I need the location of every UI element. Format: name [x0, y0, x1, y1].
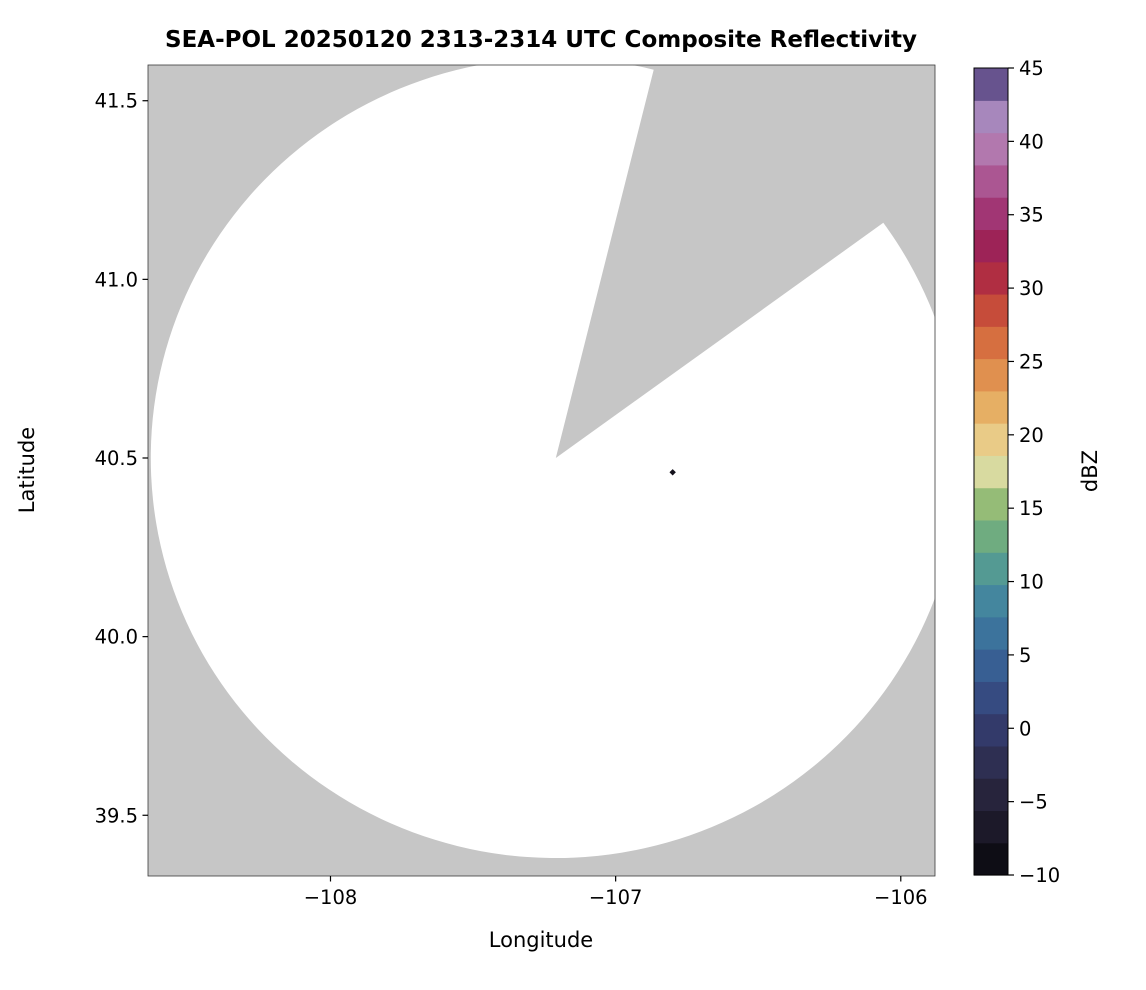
colorbar-band — [974, 810, 1008, 844]
x-axis-label: Longitude — [489, 928, 593, 952]
y-tick-label: 40.0 — [95, 626, 138, 649]
colorbar-band — [974, 842, 1008, 876]
radar-scan-region — [150, 65, 935, 858]
y-tick-label: 41.5 — [95, 90, 138, 113]
colorbar-band — [974, 455, 1008, 489]
colorbar-band — [974, 616, 1008, 650]
axes-spine — [147, 64, 936, 877]
colorbar-tick-label: 45 — [1019, 57, 1044, 80]
colorbar-band — [974, 326, 1008, 360]
colorbar-band — [974, 293, 1008, 327]
colorbar-band — [974, 778, 1008, 812]
x-tick-label: −107 — [589, 886, 643, 909]
y-tick-label: 39.5 — [95, 804, 138, 827]
colorbar-tick-label: 35 — [1019, 204, 1044, 227]
colorbar-band — [974, 423, 1008, 456]
colorbar-tick-label: −5 — [1019, 791, 1048, 814]
x-tick-label: −106 — [874, 886, 928, 909]
colorbar-tick-label: 30 — [1019, 277, 1044, 300]
y-tick-label: 41.0 — [95, 268, 138, 291]
colorbar-band — [974, 584, 1008, 618]
y-tick-label: 40.5 — [95, 447, 138, 470]
axes: −108 −107 −106 39.5 40.0 40.5 41.0 41.5 — [95, 64, 936, 909]
colorbar-tick-label: 0 — [1019, 717, 1031, 740]
colorbar-band — [974, 358, 1008, 392]
x-tick-label: −108 — [304, 886, 358, 909]
colorbar-band — [974, 649, 1008, 682]
colorbar-band — [974, 261, 1008, 295]
colorbar-band — [974, 68, 1008, 101]
colorbar: −10 −5 0 5 10 15 20 25 30 35 40 45 — [973, 57, 1060, 887]
colorbar-tick-label: 15 — [1019, 497, 1044, 520]
colorbar-band — [974, 713, 1008, 747]
echo-point — [669, 469, 676, 476]
y-axis-label: Latitude — [15, 427, 39, 513]
colorbar-tick-label: 25 — [1019, 350, 1044, 373]
colorbar-tick-label: 5 — [1019, 644, 1031, 667]
colorbar-label: dBZ — [1078, 450, 1102, 492]
plot-area — [148, 65, 935, 876]
chart-title: SEA-POL 20250120 2313-2314 UTC Composite… — [165, 27, 917, 53]
colorbar-band — [974, 197, 1008, 230]
colorbar-tick-label: 20 — [1019, 424, 1044, 447]
colorbar-band — [974, 745, 1008, 779]
colorbar-band — [974, 487, 1008, 521]
colorbar-outline — [973, 67, 1009, 876]
colorbar-tick-label: 10 — [1019, 571, 1044, 594]
colorbar-band — [974, 229, 1008, 263]
colorbar-tick-label: 40 — [1019, 130, 1044, 153]
colorbar-band — [974, 100, 1008, 134]
colorbar-band — [974, 164, 1008, 198]
colorbar-band — [974, 519, 1008, 553]
colorbar-tick-label: −10 — [1019, 864, 1060, 887]
colorbar-band — [974, 390, 1008, 424]
colorbar-band — [974, 681, 1008, 715]
colorbar-band — [974, 132, 1008, 166]
colorbar-band — [974, 552, 1008, 586]
